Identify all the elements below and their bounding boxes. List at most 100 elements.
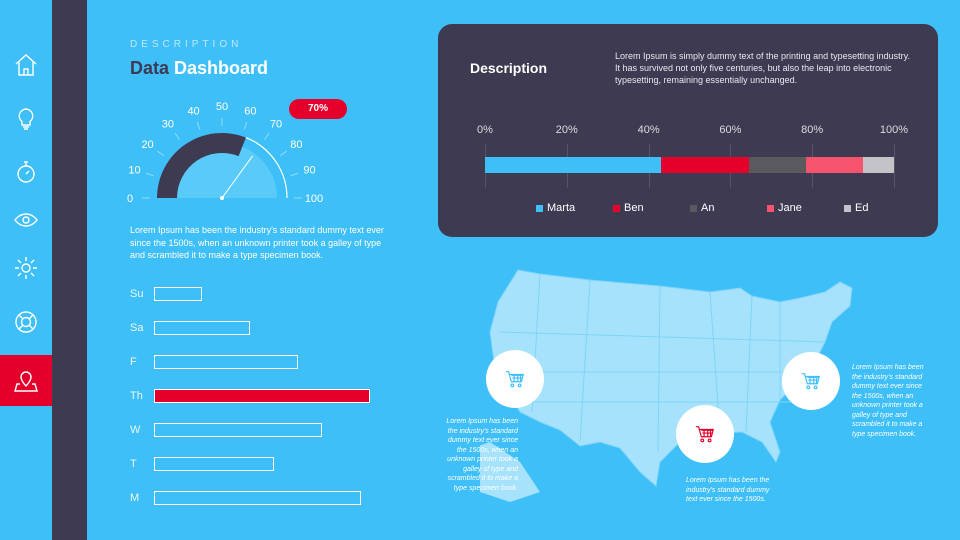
map-marker-south[interactable] — [676, 405, 734, 463]
axis-tick-label: 80% — [801, 124, 824, 136]
day-bar — [154, 355, 298, 369]
day-label: T — [130, 458, 137, 470]
gauge-pivot — [220, 196, 224, 200]
sidebar — [0, 0, 52, 540]
axis-tick-label: 20% — [555, 124, 578, 136]
gauge-tick — [279, 150, 288, 157]
axis-tick-label: 100% — [879, 124, 909, 136]
lifebuoy-icon — [15, 311, 37, 333]
gauge-tick — [145, 172, 154, 177]
legend-swatch — [690, 204, 697, 212]
day-label: Th — [130, 390, 143, 402]
gauge-tick-label: 80 — [290, 139, 302, 151]
gauge-tick-label: 70 — [270, 119, 282, 131]
shopping-cart-icon — [801, 373, 821, 390]
day-bar — [154, 491, 361, 505]
legend-label: An — [701, 202, 715, 214]
legend-swatch — [844, 204, 851, 212]
gauge-tick-label: 40 — [187, 106, 199, 118]
day-bar — [154, 321, 250, 335]
gauge-track — [245, 137, 288, 199]
bar-segment-jane — [806, 157, 864, 173]
legend-label: Ben — [624, 202, 644, 214]
axis-tick-label: 0% — [477, 124, 493, 136]
lightbulb-icon — [18, 108, 34, 130]
map-marker-west[interactable] — [486, 350, 544, 408]
day-label: M — [130, 492, 140, 504]
nav-settings[interactable] — [0, 243, 52, 293]
gauge-tick-label: 10 — [128, 165, 140, 177]
legend-item: Ben — [613, 202, 644, 214]
eye-icon — [14, 213, 38, 227]
bar-segment-an — [748, 157, 807, 173]
home-icon — [15, 54, 37, 76]
day-bar — [154, 457, 274, 471]
axis-tick-label: 40% — [637, 124, 660, 136]
gauge-needle — [221, 155, 253, 199]
legend-item: An — [690, 202, 714, 214]
map-pin-icon — [14, 370, 38, 392]
description-panel: Description Lorem Ipsum is simply dummy … — [438, 24, 938, 237]
gauge-tick — [174, 132, 181, 141]
legend-label: Ed — [855, 202, 869, 214]
gauge-tick — [290, 172, 299, 177]
day-bar — [154, 423, 322, 437]
legend-swatch — [767, 204, 774, 212]
page-title: Data Dashboard — [130, 58, 268, 79]
map-note-west: Lorem Ipsum has been the industry's stan… — [446, 418, 518, 492]
nav-home[interactable] — [0, 40, 52, 90]
legend-label: Marta — [547, 202, 576, 214]
shopping-cart-icon — [505, 371, 525, 388]
title-part1: Data — [130, 58, 170, 78]
legend-label: Jane — [778, 202, 802, 214]
axis-tick-label: 60% — [719, 124, 742, 136]
gauge-tick-label: 0 — [127, 193, 133, 205]
legend-item: Marta — [536, 202, 575, 214]
bar-segment-ed — [863, 157, 894, 173]
gear-icon — [15, 257, 37, 279]
gauge-tick-label: 30 — [162, 119, 174, 131]
map-marker-east[interactable] — [782, 352, 840, 410]
day-bar — [154, 287, 202, 301]
bar-segment-ben — [660, 157, 749, 173]
panel-text: Lorem Ipsum is simply dummy text of the … — [615, 51, 910, 85]
gauge-tick-label: 60 — [244, 106, 256, 118]
nav-map[interactable] — [0, 355, 52, 406]
gauge-value-badge: 70% — [289, 99, 347, 119]
gauge-tick-label: 50 — [216, 101, 228, 113]
description-text: Lorem Ipsum has been the industry's stan… — [130, 225, 384, 260]
gauge-tick-label: 20 — [141, 139, 153, 151]
map-note-south: Lorem Ipsum has been the industry's stan… — [686, 477, 770, 503]
nav-ideas[interactable] — [0, 94, 52, 144]
legend-swatch — [536, 204, 543, 212]
gauge-tick-label: 90 — [303, 165, 315, 177]
shopping-cart-icon — [695, 426, 715, 443]
legend-item: Jane — [767, 202, 802, 214]
gauge: 0 10 20 30 40 50 60 70 80 90 100 — [127, 101, 323, 205]
nav-timer[interactable] — [0, 147, 52, 197]
day-label: F — [130, 356, 137, 368]
gauge-tick-label: 100 — [305, 193, 323, 205]
gridline — [894, 144, 895, 188]
nav-view[interactable] — [0, 195, 52, 245]
us-map — [480, 269, 853, 502]
day-label: Su — [130, 288, 144, 300]
legend-item: Ed — [844, 202, 868, 214]
gauge-tick — [263, 132, 270, 141]
map-note-east: Lorem Ipsum has been the industry's stan… — [852, 364, 924, 438]
title-part2: Dashboard — [174, 58, 269, 78]
eyebrow: DESCRIPTION — [130, 39, 243, 50]
stopwatch-icon — [17, 161, 35, 183]
bar-segment-marta — [485, 157, 661, 173]
nav-support[interactable] — [0, 297, 52, 347]
gauge-fill — [157, 133, 246, 198]
gauge-tick — [196, 121, 201, 130]
day-bar — [154, 389, 370, 403]
legend-swatch — [613, 204, 620, 212]
sidebar-strip — [52, 0, 87, 540]
day-label: Sa — [130, 322, 144, 334]
gauge-tick — [156, 150, 165, 157]
panel-title: Description — [470, 60, 548, 76]
gauge-tick — [243, 121, 248, 130]
day-label: W — [130, 424, 141, 436]
